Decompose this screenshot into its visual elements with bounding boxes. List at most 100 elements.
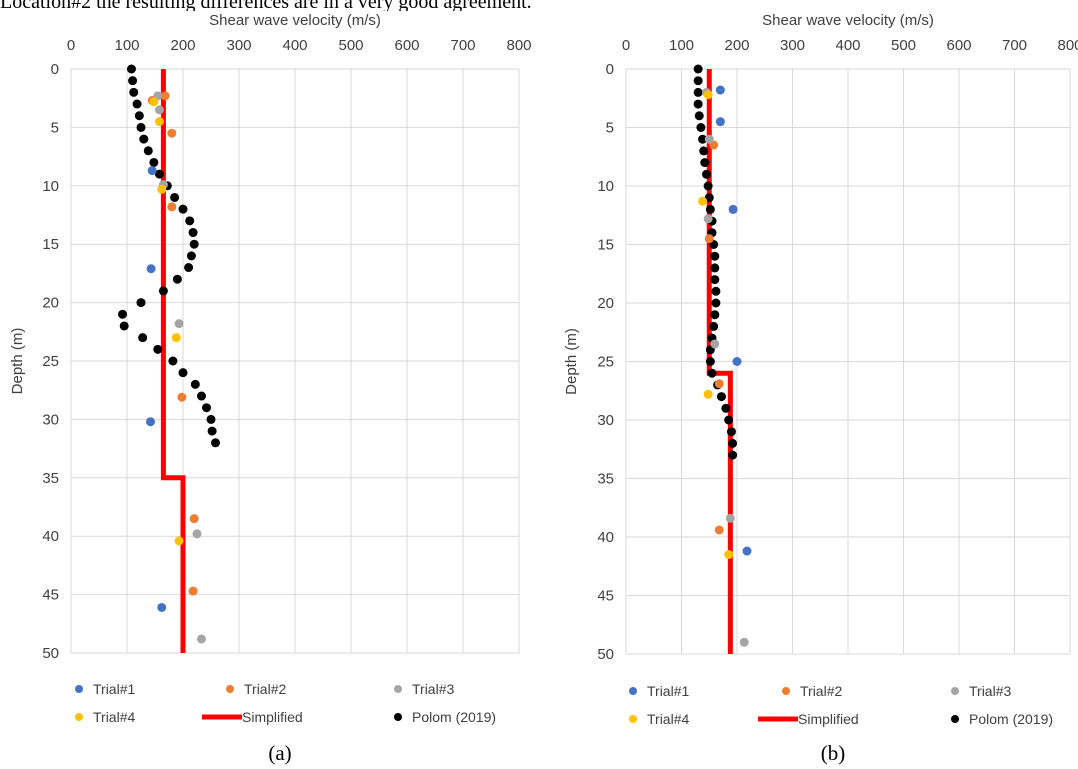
- data-point-polom-2019: [698, 134, 708, 144]
- legend-swatch-dot: [782, 687, 790, 695]
- legend-item-polom-2019: Polom (2019): [951, 711, 1053, 727]
- data-point-trial-2: [714, 525, 724, 535]
- y-tick-label: 25: [597, 354, 614, 371]
- x-tick-label: 400: [835, 37, 860, 54]
- data-point-trial-1: [146, 417, 156, 427]
- legend-swatch-dot: [394, 685, 402, 693]
- data-point-trial-4: [174, 536, 184, 546]
- legend-item-trial-2: Trial#2: [782, 683, 842, 699]
- data-point-polom-2019: [724, 415, 734, 425]
- data-point-polom-2019: [704, 193, 714, 203]
- y-tick-label: 10: [42, 178, 59, 195]
- legend-swatch-dot: [951, 715, 959, 723]
- y-tick-label: 15: [597, 237, 614, 254]
- legend-label: Trial#4: [93, 709, 135, 725]
- data-point-trial-3: [192, 529, 202, 539]
- x-tick-label: 700: [1002, 37, 1027, 54]
- data-point-trial-2: [160, 91, 170, 101]
- data-point-trial-4: [149, 97, 159, 107]
- data-point-polom-2019: [186, 251, 196, 261]
- y-tick-label: 40: [597, 529, 614, 546]
- x-tick-label: 800: [506, 37, 531, 54]
- data-point-trial-2: [714, 379, 724, 389]
- y-tick-label: 50: [42, 645, 59, 662]
- legend-label: Trial#4: [647, 711, 689, 727]
- data-point-polom-2019: [726, 427, 736, 437]
- data-point-trial-2: [167, 128, 177, 138]
- data-point-polom-2019: [154, 169, 164, 179]
- legend-item-polom-2019: Polom (2019): [394, 709, 496, 725]
- legend-label: Trial#2: [800, 683, 842, 699]
- data-point-polom-2019: [710, 310, 720, 320]
- data-point-trial-3: [154, 105, 164, 115]
- y-tick-label: 35: [597, 471, 614, 488]
- data-point-trial-1: [728, 204, 738, 214]
- legend-item-trial-4: Trial#4: [75, 709, 135, 725]
- panel-label: (b): [821, 741, 846, 765]
- data-point-polom-2019: [709, 321, 719, 331]
- data-point-trial-3: [196, 634, 206, 644]
- x-tick-label: 200: [170, 37, 195, 54]
- data-point-polom-2019: [126, 64, 136, 74]
- data-point-polom-2019: [185, 216, 195, 226]
- data-point-polom-2019: [143, 146, 153, 156]
- x-axis-title: Shear wave velocity (m/s): [209, 12, 381, 29]
- x-tick-label: 300: [780, 37, 805, 54]
- x-tick-label: 100: [114, 37, 139, 54]
- y-tick-label: 45: [42, 587, 59, 604]
- data-point-trial-2: [177, 392, 187, 402]
- data-point-trial-4: [157, 184, 167, 194]
- legend-swatch-dot: [394, 713, 402, 721]
- data-point-trial-4: [698, 196, 708, 206]
- x-tick-label: 200: [724, 37, 749, 54]
- legend-label: Simplified: [798, 711, 859, 727]
- data-point-polom-2019: [136, 122, 146, 132]
- data-point-polom-2019: [703, 181, 713, 191]
- data-point-polom-2019: [172, 274, 182, 284]
- panel-label: (a): [268, 741, 291, 765]
- legend-item-simplified: Simplified: [202, 709, 303, 725]
- legend-item-trial-3: Trial#3: [394, 681, 454, 697]
- data-point-polom-2019: [207, 426, 217, 436]
- y-tick-label: 10: [597, 178, 614, 195]
- data-point-polom-2019: [134, 111, 144, 121]
- legend-swatch-dot: [75, 713, 83, 721]
- data-point-polom-2019: [693, 76, 703, 86]
- legend-swatch-dot: [629, 715, 637, 723]
- data-point-polom-2019: [189, 239, 199, 249]
- data-point-trial-2: [704, 234, 714, 244]
- legend-label: Polom (2019): [412, 709, 496, 725]
- y-tick-label: 40: [42, 528, 59, 545]
- legend-label: Trial#3: [969, 683, 1011, 699]
- data-point-trial-1: [157, 602, 167, 612]
- data-point-polom-2019: [711, 286, 721, 296]
- y-tick-label: 15: [42, 236, 59, 253]
- data-point-polom-2019: [699, 146, 709, 156]
- data-point-polom-2019: [138, 333, 148, 343]
- data-point-polom-2019: [710, 251, 720, 261]
- data-point-polom-2019: [190, 379, 200, 389]
- data-point-trial-3: [739, 637, 749, 647]
- legend-swatch-dot: [629, 687, 637, 695]
- y-tick-label: 5: [51, 119, 59, 136]
- series-line-simplified: [160, 69, 186, 653]
- data-point-trial-3: [703, 214, 713, 224]
- y-axis-title: Depth (m): [563, 328, 580, 395]
- data-point-polom-2019: [705, 357, 715, 366]
- y-tick-label: 0: [606, 61, 614, 78]
- data-point-trial-3: [174, 319, 184, 329]
- data-point-polom-2019: [206, 414, 216, 424]
- data-point-polom-2019: [701, 169, 711, 179]
- y-axis-title: Depth (m): [9, 328, 26, 395]
- data-point-trial-3: [725, 513, 735, 523]
- data-point-polom-2019: [118, 309, 128, 319]
- data-point-trial-3: [704, 134, 714, 144]
- y-tick-label: 20: [597, 295, 614, 312]
- legend-item-trial-1: Trial#1: [629, 683, 689, 699]
- data-point-polom-2019: [710, 275, 720, 285]
- y-tick-label: 30: [597, 412, 614, 429]
- y-tick-label: 25: [42, 353, 59, 370]
- chart-panel-a: 0 100 200 300 400 500 600 700 800 0 5 10 15 20 25 30 35 4…: [9, 12, 532, 765]
- data-point-polom-2019: [710, 263, 720, 273]
